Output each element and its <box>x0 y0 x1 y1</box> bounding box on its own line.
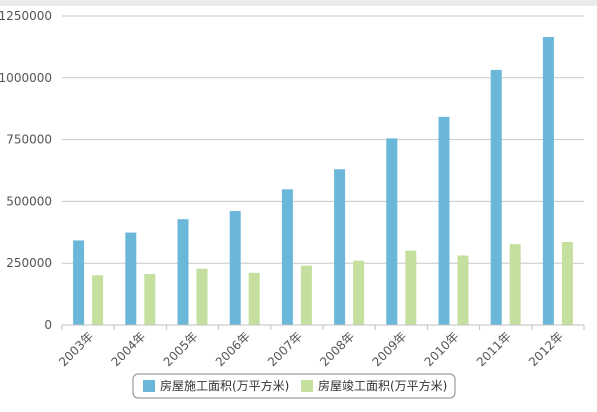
x-tick-label: 2009年 <box>369 329 409 369</box>
bar-construction-area[interactable] <box>125 232 137 325</box>
x-tick-label: 2011年 <box>474 329 514 369</box>
bar-construction-area[interactable] <box>73 240 85 325</box>
x-tick-label: 2010年 <box>422 329 462 369</box>
grid <box>62 15 584 264</box>
y-axis-ticks: 0 250000 500000 750000 1000000 1250000 <box>0 9 52 332</box>
legend-swatch-completed[interactable] <box>301 380 313 392</box>
bar-construction-area[interactable] <box>334 169 346 325</box>
y-tick-label: 0 <box>44 318 52 332</box>
bar-construction-area[interactable] <box>542 37 554 326</box>
bar-completed-area[interactable] <box>196 268 208 325</box>
bar-completed-area[interactable] <box>405 250 417 325</box>
x-tick-label: 2012年 <box>526 329 566 369</box>
legend-box <box>132 373 456 399</box>
bar-completed-area[interactable] <box>509 244 521 325</box>
y-tick-label: 750000 <box>6 133 52 147</box>
x-tick-label: 2005年 <box>161 329 201 369</box>
x-tick-label: 2004年 <box>108 329 148 369</box>
bar-completed-area[interactable] <box>561 241 573 325</box>
bar-construction-area[interactable] <box>386 138 398 325</box>
x-tick-label: 2003年 <box>56 329 96 369</box>
top-strip <box>0 0 597 6</box>
legend-swatch-construction[interactable] <box>143 380 155 392</box>
bar-construction-area[interactable] <box>229 211 241 325</box>
bar-construction-area[interactable] <box>438 116 450 325</box>
legend[interactable]: 房屋施工面积(万平方米) 房屋竣工面积(万平方米) <box>132 373 456 399</box>
x-axis-ticks: 2003年 2004年 2005年 2006年 2007年 2008年 2009年 2010年… <box>56 325 585 369</box>
x-tick-label: 2007年 <box>265 329 305 369</box>
bars <box>73 37 573 326</box>
bar-construction-area[interactable] <box>490 69 502 325</box>
y-tick-label: 250000 <box>6 256 52 270</box>
legend-label-construction[interactable]: 房屋施工面积(万平方米) <box>160 378 289 393</box>
bar-completed-area[interactable] <box>300 265 312 325</box>
y-tick-label: 1000000 <box>0 71 52 85</box>
legend-label-completed[interactable]: 房屋竣工面积(万平方米) <box>318 378 447 393</box>
y-tick-label: 1250000 <box>0 9 52 23</box>
bar-completed-area[interactable] <box>457 255 469 325</box>
bar-completed-area[interactable] <box>248 272 260 325</box>
x-tick-label: 2008年 <box>317 329 357 369</box>
bar-completed-area[interactable] <box>353 260 365 325</box>
y-tick-label: 500000 <box>6 194 52 208</box>
bar-construction-area[interactable] <box>281 189 293 325</box>
bar-construction-area[interactable] <box>177 219 189 325</box>
bar-completed-area[interactable] <box>92 275 104 325</box>
x-tick-label: 2006年 <box>213 329 253 369</box>
bar-completed-area[interactable] <box>144 274 156 325</box>
